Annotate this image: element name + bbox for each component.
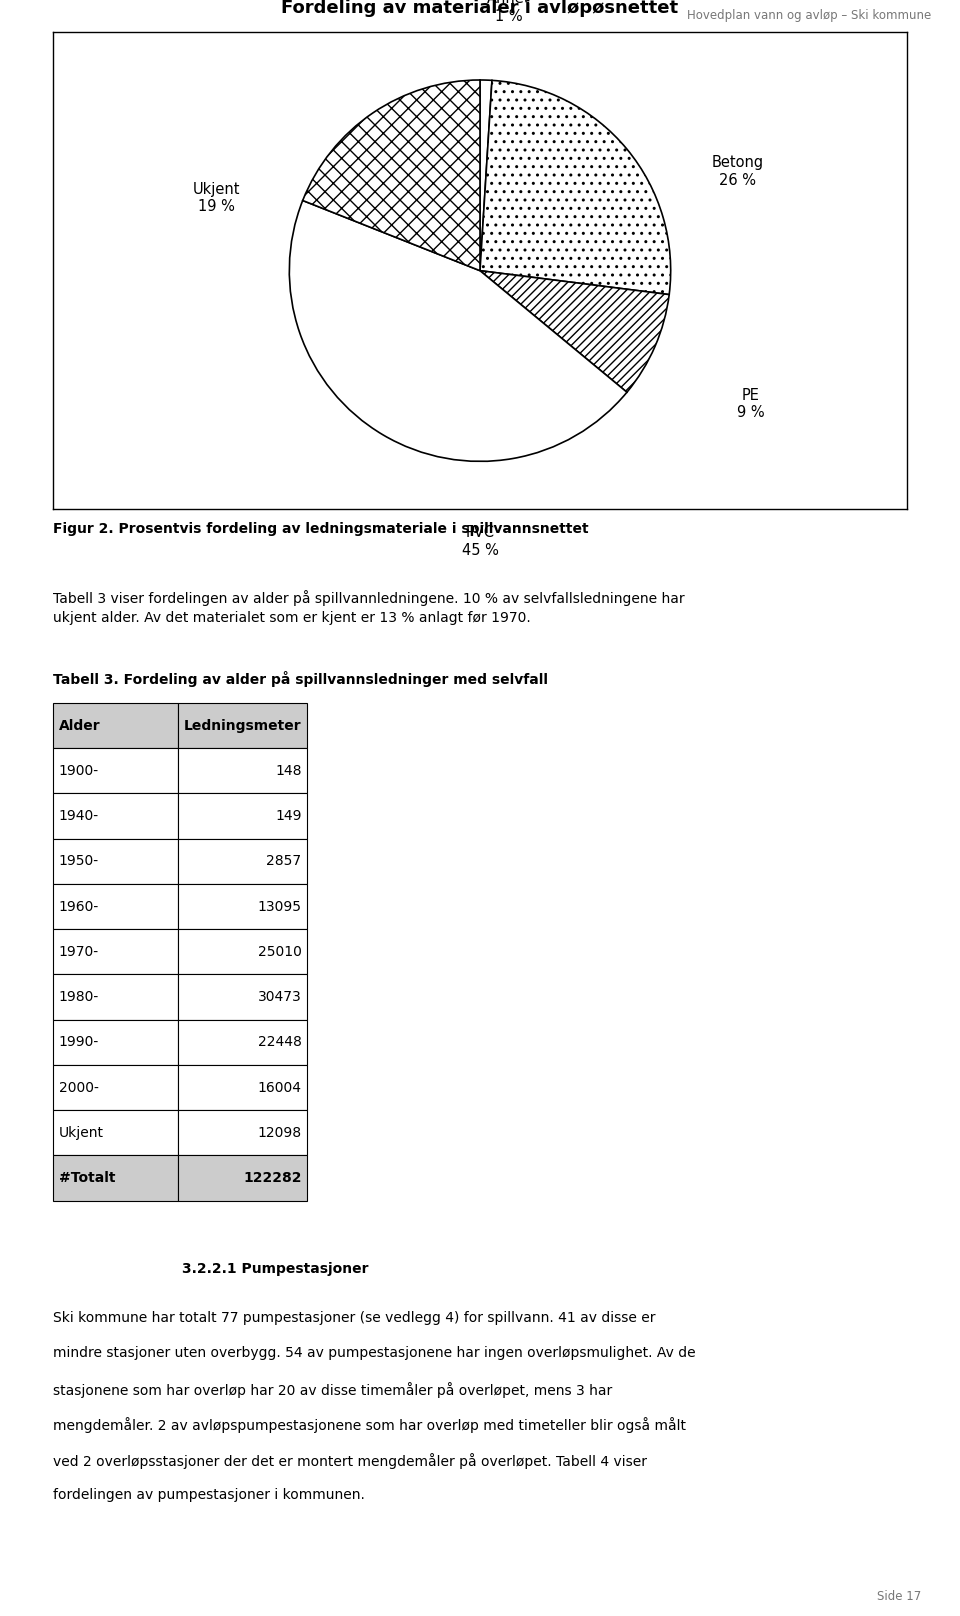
Text: Annet
1 %: Annet 1 % (487, 0, 530, 24)
Text: #Totalt: #Totalt (59, 1172, 115, 1185)
Bar (53, 703, 178, 748)
Text: Ledningsmeter: Ledningsmeter (183, 719, 301, 732)
Bar (53, 929, 178, 974)
Text: mindre stasjoner uten overbygg. 54 av pumpestasjonene har ingen overløpsmulighet: mindre stasjoner uten overbygg. 54 av pu… (53, 1346, 695, 1361)
Text: Tabell 3 viser fordelingen av alder på spillvannledningene. 10 % av selvfallsled: Tabell 3 viser fordelingen av alder på s… (53, 590, 684, 625)
Text: PE
9 %: PE 9 % (737, 388, 764, 420)
Text: 1970-: 1970- (59, 945, 99, 958)
Text: 16004: 16004 (257, 1081, 301, 1094)
Bar (53, 1155, 178, 1201)
Bar (178, 793, 307, 839)
Bar (53, 884, 178, 929)
Bar (53, 1065, 178, 1110)
Text: 30473: 30473 (257, 991, 301, 1004)
Bar (178, 748, 307, 793)
Text: mengdemåler. 2 av avløpspumpestasjonene som har overløp med timeteller blir også: mengdemåler. 2 av avløpspumpestasjonene … (53, 1417, 685, 1433)
Text: Ukjent: Ukjent (59, 1126, 104, 1139)
Text: stasjonene som har overløp har 20 av disse timemåler på overløpet, mens 3 har: stasjonene som har overløp har 20 av dis… (53, 1382, 612, 1398)
Text: 2000-: 2000- (59, 1081, 99, 1094)
Text: ved 2 overløpsstasjoner der det er montert mengdemåler på overløpet. Tabell 4 vi: ved 2 overløpsstasjoner der det er monte… (53, 1453, 647, 1469)
Text: 122282: 122282 (243, 1172, 301, 1185)
Bar (53, 1110, 178, 1155)
Bar (53, 974, 178, 1020)
Text: Alder: Alder (59, 719, 100, 732)
Text: 2857: 2857 (266, 855, 301, 868)
Text: 148: 148 (275, 764, 301, 777)
Text: Betong
26 %: Betong 26 % (711, 155, 763, 187)
Bar (53, 793, 178, 839)
Text: Ukjent
19 %: Ukjent 19 % (193, 183, 241, 215)
Bar (178, 1155, 307, 1201)
Text: 13095: 13095 (257, 900, 301, 913)
Text: PVC
45 %: PVC 45 % (462, 525, 498, 558)
Text: 1990-: 1990- (59, 1036, 99, 1049)
Bar (178, 884, 307, 929)
Bar (178, 974, 307, 1020)
Text: 25010: 25010 (257, 945, 301, 958)
Wedge shape (480, 270, 669, 393)
Text: 12098: 12098 (257, 1126, 301, 1139)
Text: 1900-: 1900- (59, 764, 99, 777)
Text: 149: 149 (275, 810, 301, 823)
Bar (178, 703, 307, 748)
Bar (178, 1110, 307, 1155)
Text: 3.2.2.1 Pumpestasjoner: 3.2.2.1 Pumpestasjoner (182, 1262, 369, 1277)
Bar (178, 1020, 307, 1065)
Bar (53, 1020, 178, 1065)
Text: 1950-: 1950- (59, 855, 99, 868)
Text: Figur 2. Prosentvis fordeling av ledningsmateriale i spillvannsnettet: Figur 2. Prosentvis fordeling av ledning… (53, 522, 588, 537)
Text: Side 17: Side 17 (877, 1590, 922, 1603)
Bar (53, 839, 178, 884)
Bar (178, 839, 307, 884)
Wedge shape (480, 81, 671, 294)
Wedge shape (480, 79, 492, 270)
Bar (178, 929, 307, 974)
Bar (53, 748, 178, 793)
Text: Hovedplan vann og avløp – Ski kommune: Hovedplan vann og avløp – Ski kommune (687, 8, 931, 23)
Text: Ski kommune har totalt 77 pumpestasjoner (se vedlegg 4) for spillvann. 41 av dis: Ski kommune har totalt 77 pumpestasjoner… (53, 1311, 656, 1325)
Title: Fordeling av materialer i avløpøsnettet: Fordeling av materialer i avløpøsnettet (281, 0, 679, 16)
Text: fordelingen av pumpestasjoner i kommunen.: fordelingen av pumpestasjoner i kommunen… (53, 1488, 365, 1503)
Text: 1980-: 1980- (59, 991, 99, 1004)
Text: 1940-: 1940- (59, 810, 99, 823)
Wedge shape (289, 200, 627, 461)
Bar (178, 1065, 307, 1110)
Text: 22448: 22448 (257, 1036, 301, 1049)
Text: Tabell 3. Fordeling av alder på spillvannsledninger med selvfall: Tabell 3. Fordeling av alder på spillvan… (53, 671, 548, 687)
Wedge shape (302, 79, 480, 270)
Text: 1960-: 1960- (59, 900, 99, 913)
